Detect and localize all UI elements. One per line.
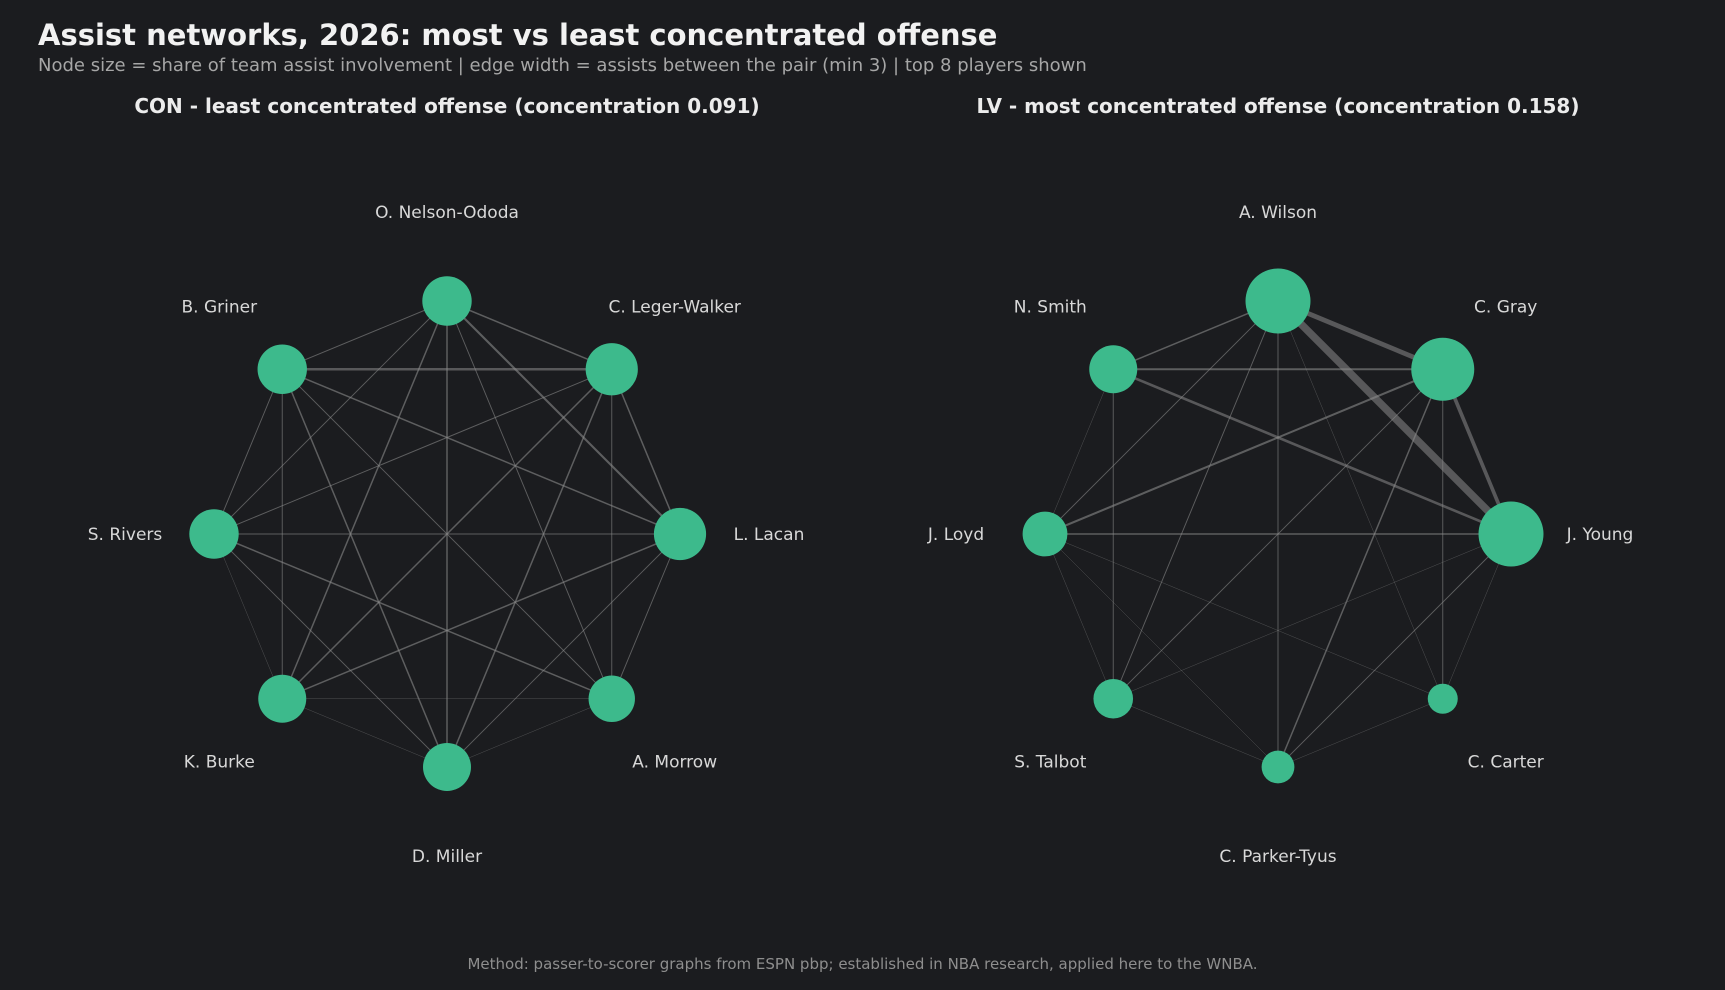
edge-s-rivers-k-burke: [213, 533, 283, 699]
network-panel-con: CON - least concentrated offense (concen…: [88, 94, 805, 867]
edge-c-leger-walker-l-lacan: [611, 368, 681, 535]
edge-n-smith-j-loyd: [1044, 369, 1114, 535]
chart-title: Assist networks, 2026: most vs least con…: [38, 18, 998, 52]
edge-l-lacan-a-morrow: [611, 533, 681, 700]
edge-c-leger-walker-s-rivers: [213, 368, 613, 535]
nodes-con: [189, 276, 707, 791]
edge-b-griner-d-miller: [281, 368, 448, 768]
edge-c-parker-tyus-c-carter: [1277, 698, 1443, 768]
label-c-gray: C. Gray: [1474, 297, 1537, 317]
panel-title-con: CON - least concentrated offense (concen…: [134, 94, 759, 118]
edge-b-griner-s-rivers: [213, 368, 283, 535]
node-b-griner: [257, 344, 307, 394]
edge-a-morrow-d-miller: [446, 698, 612, 768]
node-s-talbot: [1093, 678, 1134, 719]
edge-j-loyd-s-talbot: [1044, 533, 1114, 699]
edges-con: [213, 299, 682, 768]
edge-o-nelson-ododa-a-morrow: [446, 300, 613, 700]
node-c-carter: [1427, 683, 1458, 714]
labels-con: O. Nelson-Ododa C. Leger-Walker L. Lacan A.…: [88, 203, 805, 867]
edge-s-talbot-c-parker-tyus: [1113, 698, 1279, 768]
node-a-wilson: [1245, 268, 1311, 334]
label-o-nelson-ododa: O. Nelson-Ododa: [375, 203, 519, 223]
node-c-gray: [1411, 337, 1475, 401]
node-c-leger-walker: [585, 343, 638, 396]
edge-j-loyd-c-carter: [1044, 533, 1443, 699]
node-j-young: [1478, 501, 1544, 567]
edge-s-rivers-d-miller: [213, 533, 448, 768]
chart-subtitle: Node size = share of team assist involve…: [38, 55, 1087, 76]
label-n-smith: N. Smith: [1014, 297, 1087, 317]
node-k-burke: [258, 674, 307, 723]
edge-s-rivers-a-morrow: [213, 533, 613, 700]
node-a-morrow: [588, 675, 635, 722]
label-j-young: J. Young: [1566, 525, 1634, 545]
edge-a-wilson-c-carter: [1277, 300, 1443, 699]
edge-n-smith-j-young: [1111, 367, 1513, 536]
label-j-loyd: J. Loyd: [927, 525, 984, 545]
edge-c-gray-c-parker-tyus: [1277, 368, 1444, 768]
edge-k-burke-d-miller: [282, 698, 448, 768]
node-s-rivers: [189, 509, 239, 559]
edge-l-lacan-d-miller: [446, 533, 681, 768]
node-l-lacan: [653, 507, 707, 561]
edge-j-loyd-c-gray: [1043, 368, 1444, 536]
label-l-lacan: L. Lacan: [734, 525, 805, 545]
method-footnote: Method: passer-to-scorer graphs from ESP…: [467, 955, 1258, 973]
node-j-loyd: [1022, 511, 1068, 557]
label-c-carter: C. Carter: [1468, 753, 1544, 773]
nodes-lv: [1022, 268, 1544, 784]
label-d-miller: D. Miller: [412, 847, 482, 867]
edge-l-lacan-k-burke: [281, 533, 681, 700]
network-panel-lv: LV - most concentrated offense (concentr…: [927, 94, 1633, 867]
node-o-nelson-ododa: [422, 276, 472, 326]
edge-o-nelson-ododa-c-leger-walker: [446, 300, 613, 370]
edge-j-young-s-talbot: [1113, 533, 1512, 699]
label-c-parker-tyus: C. Parker-Tyus: [1219, 847, 1336, 867]
node-d-miller: [423, 743, 471, 791]
assist-network-figure: CON - least concentrated offense (concen…: [88, 94, 1634, 867]
panel-title-lv: LV - most concentrated offense (concentr…: [976, 94, 1579, 118]
edge-o-nelson-ododa-k-burke: [281, 300, 448, 700]
label-s-rivers: S. Rivers: [88, 525, 163, 545]
label-s-talbot: S. Talbot: [1014, 753, 1087, 773]
label-a-wilson: A. Wilson: [1239, 203, 1317, 223]
label-k-burke: K. Burke: [184, 753, 255, 773]
edge-c-leger-walker-d-miller: [446, 368, 613, 768]
edge-j-young-c-parker-tyus: [1277, 533, 1512, 768]
label-a-morrow: A. Morrow: [632, 753, 717, 773]
edge-o-nelson-ododa-b-griner: [281, 300, 448, 370]
edge-j-loyd-c-parker-tyus: [1044, 533, 1279, 768]
node-n-smith: [1089, 345, 1138, 394]
edge-b-griner-l-lacan: [281, 368, 681, 535]
node-c-parker-tyus: [1261, 750, 1295, 784]
label-b-griner: B. Griner: [182, 297, 258, 317]
edge-a-wilson-j-loyd: [1044, 300, 1279, 535]
label-c-leger-walker: C. Leger-Walker: [608, 297, 740, 317]
edge-a-wilson-s-talbot: [1112, 300, 1279, 700]
labels-lv: A. Wilson C. Gray J. Young C. Carter C. Park…: [927, 203, 1633, 867]
